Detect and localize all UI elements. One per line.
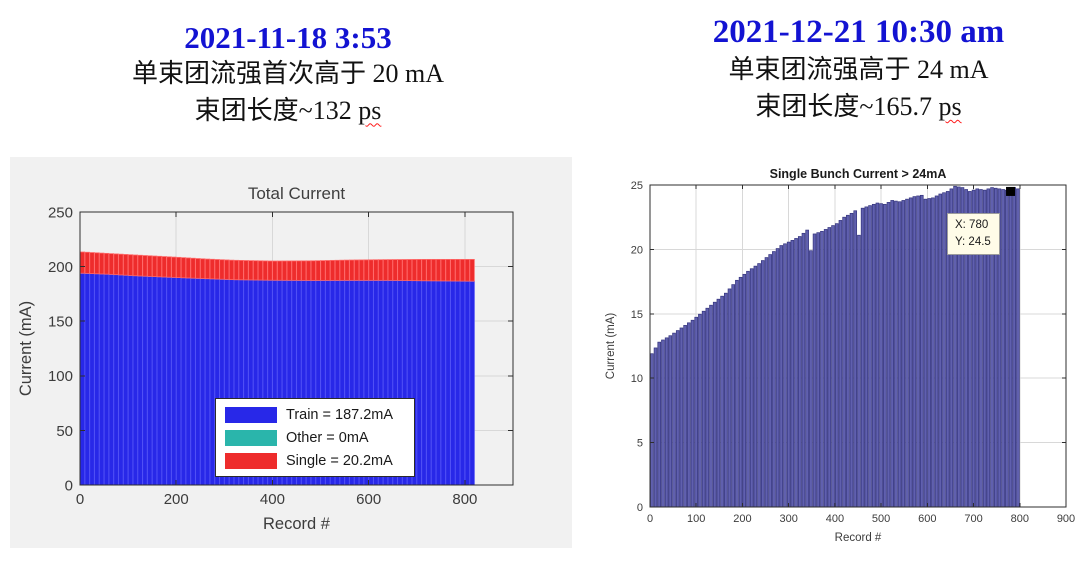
datatip-x-value: X: 780 <box>955 219 989 231</box>
left-caption-line-2: 束团长度~132 ps <box>5 93 571 130</box>
svg-text:150: 150 <box>48 314 73 331</box>
legend-swatch-other <box>225 429 277 446</box>
svg-text:100: 100 <box>48 368 73 385</box>
chart-title: Total Current <box>248 184 346 203</box>
right-caption-line-1: 单束团流强高于 24 mA <box>728 54 989 84</box>
svg-text:250: 250 <box>48 204 73 221</box>
legend-label-single: Single = 20.2mA <box>286 452 393 469</box>
legend-swatch-train <box>225 406 277 423</box>
svg-text:400: 400 <box>826 513 844 525</box>
svg-text:900: 900 <box>1057 513 1075 525</box>
svg-text:0: 0 <box>76 491 84 508</box>
datatip: X: 780 Y: 24.5 <box>947 213 1000 256</box>
tick-labels: 0 200 400 600 800 0 50 100 150 200 250 <box>48 204 477 508</box>
svg-text:50: 50 <box>56 423 73 440</box>
svg-text:400: 400 <box>260 491 285 508</box>
legend-label-other: Other = 0mA <box>286 429 369 446</box>
left-date-title: 2021-11-18 3:53 <box>184 20 392 55</box>
left-ps-underlined: ps <box>358 95 382 125</box>
legend-label-train: Train = 187.2mA <box>286 406 394 423</box>
svg-text:25: 25 <box>631 180 643 192</box>
y-axis-label: Current (mA) <box>605 313 617 380</box>
svg-text:600: 600 <box>356 491 381 508</box>
right-caption-line-2: 束团长度~165.7 ps <box>638 89 1079 126</box>
x-axis-label: Record # <box>835 532 882 544</box>
svg-text:0: 0 <box>647 513 653 525</box>
chart-title: Single Bunch Current > 24mA <box>770 167 947 181</box>
axis-box <box>649 184 1067 508</box>
left-caption-line-1: 单束团流强首次高于 20 mA <box>131 58 444 88</box>
chart-legend: Train = 187.2mA Other = 0mA Single = 20.… <box>215 398 415 477</box>
axis-box <box>79 211 514 486</box>
tick-labels: 0 100 200 300 400 500 600 700 800 900 0 5 10 15 20 25 <box>631 180 1075 525</box>
svg-text:5: 5 <box>637 438 643 450</box>
svg-text:20: 20 <box>631 244 643 256</box>
svg-text:300: 300 <box>779 513 797 525</box>
right-date-title: 2021-12-21 10:30 am <box>712 14 1005 50</box>
svg-text:100: 100 <box>687 513 705 525</box>
left-caption-line-2-text: 束团长度~132 <box>194 95 359 125</box>
right-ps-underlined: ps <box>938 91 962 121</box>
legend-row-other: Other = 0mA <box>225 428 405 447</box>
legend-swatch-single <box>225 452 277 469</box>
svg-text:800: 800 <box>1011 513 1029 525</box>
svg-text:10: 10 <box>631 373 643 385</box>
svg-text:700: 700 <box>964 513 982 525</box>
single-bunch-chart: 0 100 200 300 400 500 600 700 800 900 0 5 10 15 20 25 Si… <box>605 167 1075 544</box>
y-axis-label: Current (mA) <box>17 301 35 396</box>
left-header: 2021-11-18 3:53 单束团流强首次高于 20 mA 束团长度~132… <box>5 20 571 129</box>
right-figure-single-bunch: 0 100 200 300 400 500 600 700 800 900 0 5 10 15 20 25 Si… <box>600 163 1079 555</box>
x-axis-label: Record # <box>263 515 331 533</box>
bars <box>79 251 475 486</box>
datatip-y-value: Y: 24.5 <box>955 235 991 248</box>
left-figure-total-current: 0 200 400 600 800 0 50 100 150 200 250 Total Curren… <box>10 157 572 548</box>
svg-text:0: 0 <box>65 477 73 494</box>
svg-text:800: 800 <box>452 491 477 508</box>
datatip-marker <box>1006 186 1016 196</box>
svg-text:0: 0 <box>637 502 643 514</box>
legend-row-train: Train = 187.2mA <box>225 405 405 424</box>
total-current-chart: 0 200 400 600 800 0 50 100 150 200 250 Total Curren… <box>17 184 514 533</box>
right-caption-line-2-text: 束团长度~165.7 <box>755 91 939 121</box>
legend-row-single: Single = 20.2mA <box>225 451 405 470</box>
svg-text:200: 200 <box>164 491 189 508</box>
right-header: 2021-12-21 10:30 am 单束团流强高于 24 mA 束团长度~1… <box>638 14 1079 126</box>
svg-text:15: 15 <box>631 309 643 321</box>
svg-text:500: 500 <box>872 513 890 525</box>
svg-text:200: 200 <box>48 259 73 276</box>
svg-text:600: 600 <box>918 513 936 525</box>
svg-text:200: 200 <box>733 513 751 525</box>
